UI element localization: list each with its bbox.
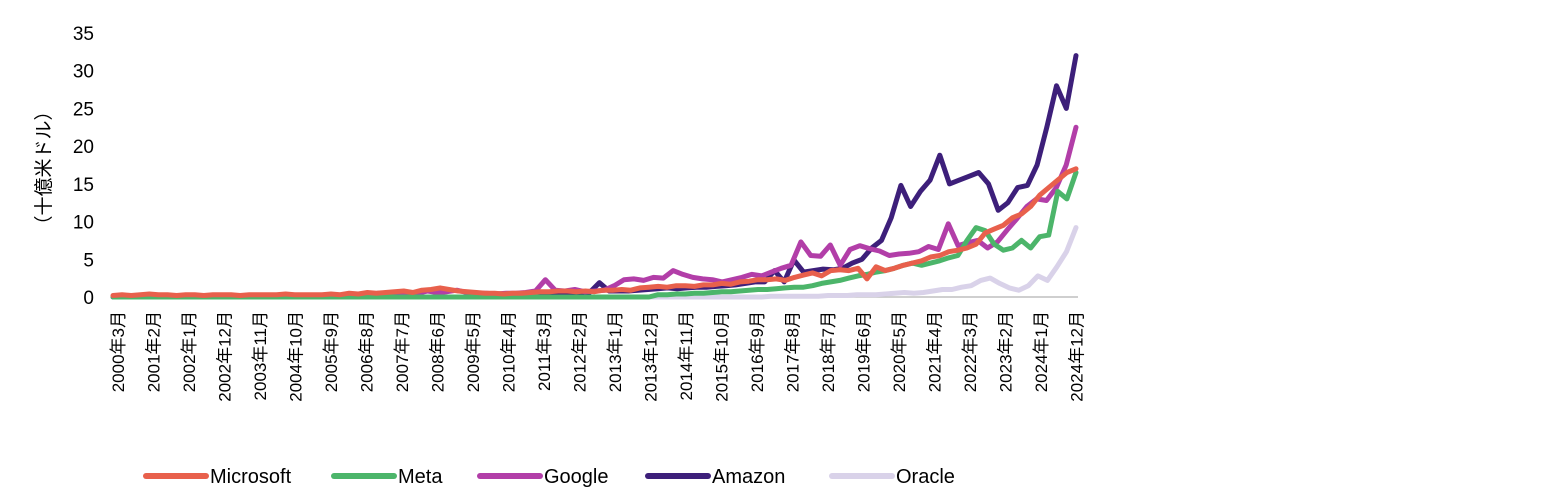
x-tick-label: 2024年12月 (1068, 311, 1087, 402)
x-tick-label: 2016年9月 (748, 311, 767, 392)
x-tick-label: 2003年11月 (251, 311, 270, 400)
series-line-google (110, 124, 1079, 300)
x-tick-label: 2011年3月 (535, 311, 554, 391)
x-tick-label: 2020年5月 (890, 311, 909, 392)
legend: Microsoft Meta Google Amazon Oracle (143, 466, 955, 488)
x-axis: 2000年3月 2001年2月 2002年1月 2002年12月 2003年11月 200… (109, 296, 1087, 402)
y-tick-label: 35 (73, 24, 94, 45)
y-tick-label: 15 (73, 175, 94, 196)
x-tick-label: 2018年7月 (819, 311, 838, 392)
legend-label-google: Google (544, 466, 609, 488)
y-tick-label: 25 (73, 99, 94, 120)
x-tick-label: 2023年2月 (997, 311, 1016, 392)
legend-label-meta: Meta (398, 466, 443, 488)
x-tick-label: 2002年1月 (180, 311, 199, 392)
x-tick-label: 2000年3月 (109, 311, 128, 392)
x-tick-label: 2001年2月 (145, 311, 164, 392)
x-tick-label: 2008年6月 (429, 311, 448, 392)
series-lines (110, 53, 1079, 300)
x-tick-label: 2010年4月 (500, 311, 519, 392)
x-tick-label: 2022年3月 (961, 311, 980, 392)
y-axis-label-group: （十億米ドル） (33, 101, 55, 234)
x-tick-label: 2013年12月 (642, 311, 661, 402)
x-tick-label: 2019年6月 (855, 311, 874, 392)
x-tick-label: 2012年2月 (571, 311, 590, 392)
series-line-meta (110, 170, 1079, 300)
x-tick-label: 2021年4月 (926, 311, 945, 392)
x-tick-label: 2015年10月 (713, 311, 732, 402)
x-tick-label: 2009年5月 (464, 311, 483, 392)
x-tick-label: 2024年1月 (1032, 311, 1051, 392)
x-tick-label: 2014年11月 (677, 311, 696, 400)
x-tick-label: 2004年10月 (287, 311, 306, 402)
x-tick-label: 2017年8月 (784, 311, 803, 392)
x-tick-label: 2005年9月 (322, 311, 341, 392)
y-tick-label: 20 (73, 137, 94, 158)
y-tick-label: 30 (73, 62, 94, 83)
y-tick-label: 5 (83, 250, 94, 271)
legend-label-oracle: Oracle (896, 466, 955, 488)
legend-label-amazon: Amazon (712, 466, 785, 488)
x-tick-label: 2006年8月 (358, 311, 377, 392)
legend-label-microsoft: Microsoft (210, 466, 292, 488)
series-line-microsoft (110, 166, 1079, 298)
x-tick-label: 2013年1月 (606, 311, 625, 392)
y-axis-ticks: 0 5 10 15 20 25 30 35 (73, 24, 94, 309)
x-tick-label: 2007年7月 (393, 311, 412, 392)
y-tick-label: 10 (73, 213, 94, 234)
x-tick-label: 2002年12月 (216, 311, 235, 402)
y-tick-label: 0 (83, 288, 94, 309)
y-axis-label: （十億米ドル） (33, 101, 55, 234)
